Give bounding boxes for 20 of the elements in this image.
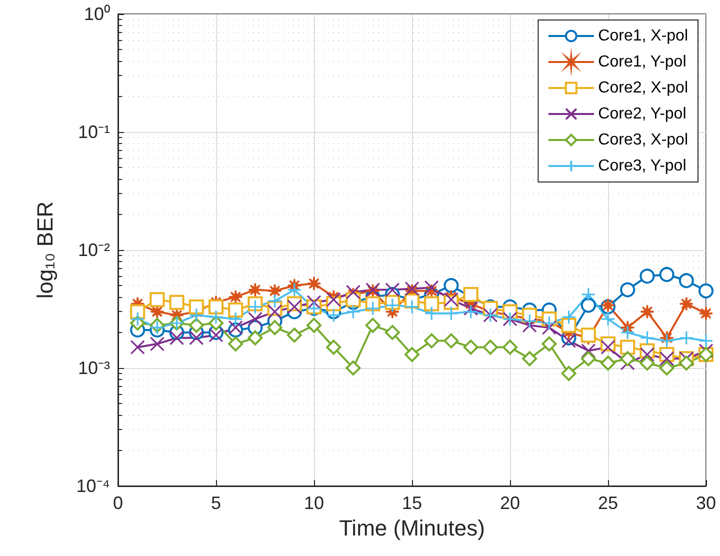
x-tick-label: 20 <box>500 493 520 513</box>
legend-label: Core3, X-pol <box>598 132 688 148</box>
y-axis-title: log₁₀ BER <box>32 201 58 299</box>
x-tick-label: 10 <box>304 493 324 513</box>
y-tick-label: 10⁻² <box>78 240 110 260</box>
x-tick-label: 0 <box>112 493 124 513</box>
legend-label: Core2, X-pol <box>598 80 688 96</box>
legend-label: Core3, Y-pol <box>598 158 686 174</box>
y-tick-label: 10⁻³ <box>78 358 110 378</box>
x-axis-title: Time (Minutes) <box>339 515 485 540</box>
y-tick-label: 10⁰ <box>84 4 110 24</box>
x-tick-label: 5 <box>210 493 222 513</box>
legend-label: Core1, X-pol <box>598 28 688 44</box>
x-tick-label: 30 <box>696 493 716 513</box>
y-tick-label: 10⁻¹ <box>78 122 110 142</box>
legend-label: Core2, Y-pol <box>598 106 686 122</box>
x-tick-label: 15 <box>402 493 422 513</box>
legend-label: Core1, Y-pol <box>598 54 686 70</box>
y-tick-label: 10⁻⁴ <box>76 476 110 496</box>
x-tick-label: 25 <box>598 493 618 513</box>
